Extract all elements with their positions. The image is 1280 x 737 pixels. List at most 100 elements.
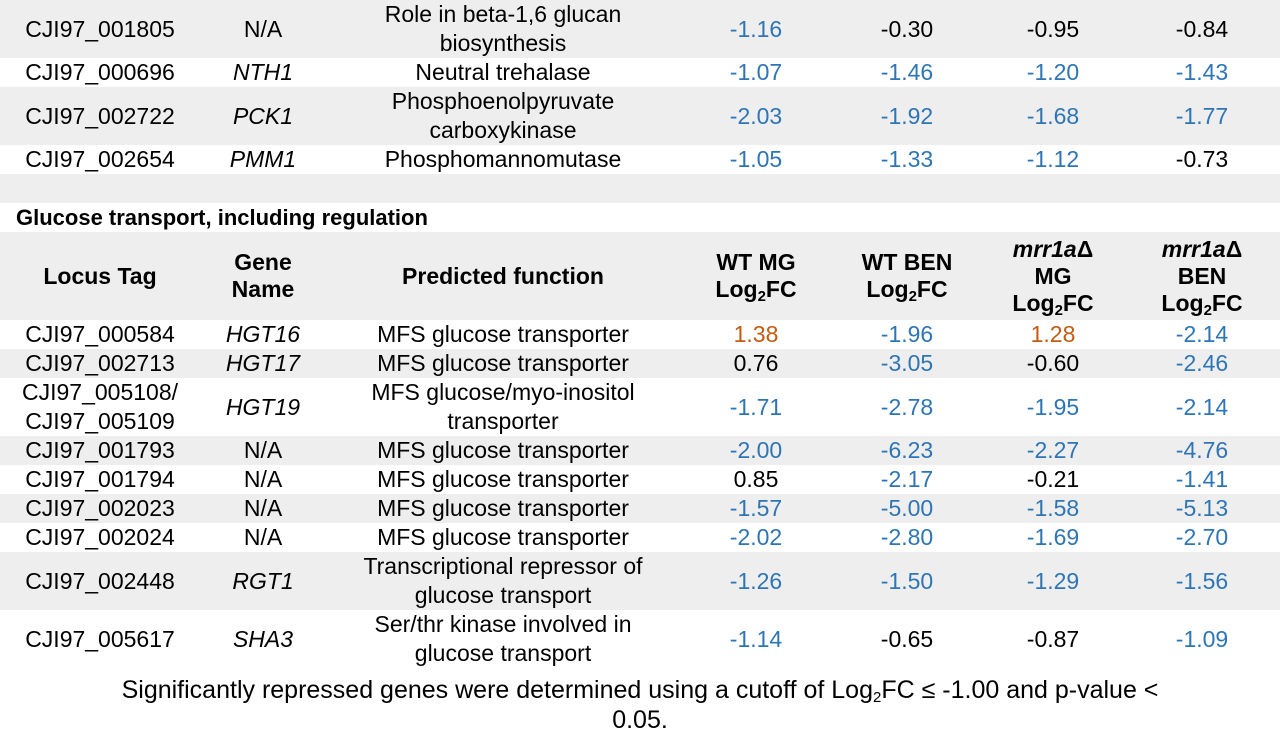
table-row: CJI97_000696 NTH1 Neutral trehalase -1.07 -1…	[0, 58, 1280, 87]
locus-tag-cell: CJI97_000584	[0, 320, 200, 349]
footnote-sub: 2	[872, 689, 882, 706]
table-row: CJI97_001794 N/A MFS glucose transporter 0.…	[0, 465, 1280, 494]
wt-ben-value: -2.78	[880, 393, 934, 420]
gene-name: SHA3	[232, 625, 294, 652]
gene-name: N/A	[243, 524, 283, 550]
header-wt-mg: WT MG Log2FC	[680, 232, 832, 320]
table-row: CJI97_000584 HGT16 MFS glucose transporter…	[0, 320, 1280, 349]
locus-tag: CJI97_001793	[25, 437, 175, 463]
mrr-mg-value: -0.21	[1026, 466, 1080, 492]
wt-ben-value: -0.30	[832, 0, 982, 58]
locus-tag-cell: CJI97_002448	[0, 552, 200, 610]
predicted-function-line2: biosynthesis	[439, 30, 567, 56]
wt-mg-value: -2.02	[729, 524, 783, 550]
table-row: CJI97_002448 RGT1 Transcriptional represso…	[0, 552, 1280, 610]
gene-name: HGT19	[225, 393, 301, 420]
predicted-function-cell: MFS glucose transporter	[326, 320, 680, 349]
gene-name: PMM1	[229, 146, 297, 172]
gene-name: N/A	[200, 0, 326, 58]
header-wtben-sub: 2	[908, 288, 917, 305]
header-wtmg-log: Log	[715, 276, 758, 302]
header-predicted-function: Predicted function	[326, 232, 680, 320]
mrr-mg-value: 1.28	[1030, 321, 1076, 347]
locus-tag-cell: CJI97_001805	[0, 0, 200, 58]
locus-tag: CJI97_001794	[25, 466, 175, 492]
predicted-function: Role in beta-1,6 glucan	[384, 1, 622, 27]
gene-name: PCK1	[200, 87, 326, 145]
header-wtben-l1: WT BEN	[861, 249, 953, 275]
spacer-cell	[0, 174, 1280, 203]
header-mrrben-cond: BEN	[1177, 262, 1227, 289]
locus-tag: CJI97_000584	[25, 321, 175, 347]
predicted-function: MFS glucose transporter	[377, 524, 629, 550]
predicted-function-cell: MFS glucose transporter	[326, 349, 680, 378]
predicted-function: Neutral trehalase	[415, 59, 591, 85]
gene-name: N/A	[200, 436, 326, 465]
locus-tag-cell: CJI97_002024	[0, 523, 200, 552]
table-row: CJI97_002024 N/A MFS glucose transporter -2…	[0, 523, 1280, 552]
predicted-function-cell: Phosphomannomutase	[326, 145, 680, 174]
mrr-ben-value: -1.09	[1175, 625, 1229, 652]
wt-ben-value: -0.65	[880, 625, 934, 652]
locus-tag: CJI97_000696	[25, 59, 175, 85]
mrr-mg-value: -1.29	[982, 552, 1124, 610]
mrr-ben-value: -1.41	[1175, 466, 1229, 492]
mrr-ben-value: -0.84	[1124, 0, 1280, 58]
gene-name: N/A	[200, 494, 326, 523]
locus-tag: CJI97_005108/	[21, 379, 178, 405]
wt-ben-value: -3.05	[832, 349, 982, 378]
locus-tag-cell: CJI97_001794	[0, 465, 200, 494]
predicted-function-cell: MFS glucose transporter	[326, 465, 680, 494]
locus-tag: CJI97_002448	[25, 567, 175, 594]
mrr-mg-value: -0.60	[982, 349, 1124, 378]
wt-ben-value: -1.92	[832, 87, 982, 145]
mrr-ben-value: -2.46	[1124, 349, 1280, 378]
footnote-part1: Significantly repressed genes were deter…	[121, 676, 873, 704]
wt-ben-value: -6.23	[832, 436, 982, 465]
wt-mg-value: -1.05	[729, 146, 783, 172]
gene-name: RGT1	[200, 552, 326, 610]
locus-tag-cell: CJI97_002023	[0, 494, 200, 523]
wt-ben-value: -2.80	[880, 524, 934, 550]
locus-tag-cell: CJI97_005617	[0, 610, 200, 668]
locus-tag-cell: CJI97_001793	[0, 436, 200, 465]
table-row: CJI97_002023 N/A MFS glucose transporter -1…	[0, 494, 1280, 523]
predicted-function: MFS glucose transporter	[377, 350, 629, 376]
locus-tag: CJI97_001805	[25, 15, 175, 42]
header-mrrben-log: Log	[1161, 289, 1204, 316]
locus-tag: CJI97_002023	[25, 495, 175, 521]
wt-mg-value: -1.07	[729, 59, 783, 85]
wt-ben-value: -1.33	[880, 146, 934, 172]
table-row: CJI97_001793 N/A MFS glucose transporter -2…	[0, 436, 1280, 465]
locus-tag: CJI97_005617	[25, 625, 175, 652]
mrr-ben-value: -1.43	[1175, 59, 1229, 85]
header-mrrmg-sub: 2	[1054, 301, 1063, 319]
wt-mg-value: 0.85	[733, 466, 779, 492]
predicted-function-cell: MFS glucose/myo-inositol transporter	[326, 378, 680, 436]
wt-mg-value: 0.76	[680, 349, 832, 378]
table-row: CJI97_002654 PMM1 Phosphomannomutase -1.05 -…	[0, 145, 1280, 174]
header-wtben-log: Log	[866, 276, 909, 302]
table-row: CJI97_005617 SHA3 Ser/thr kinase involved …	[0, 610, 1280, 668]
mrr-ben-value: -2.14	[1175, 321, 1229, 347]
mrr-mg-value: -1.12	[1026, 146, 1080, 172]
predicted-function: Transcriptional repressor of	[363, 553, 643, 579]
wt-mg-value: -1.14	[729, 625, 783, 652]
header-mrrmg-log: Log	[1012, 289, 1055, 316]
predicted-function-line2: transporter	[447, 408, 559, 434]
predicted-function: MFS glucose/myo-inositol	[371, 379, 635, 405]
locus-tag-cell: CJI97_002722	[0, 87, 200, 145]
header-wtmg-sub: 2	[757, 288, 766, 305]
predicted-function-cell: Neutral trehalase	[326, 58, 680, 87]
section-break: Glucose transport, including regulation …	[0, 174, 1280, 320]
mrr-mg-value: -1.68	[982, 87, 1124, 145]
header-mrrben-strain: mrr1a	[1161, 235, 1226, 262]
locus-tag: CJI97_002654	[25, 146, 175, 172]
section-row: Glucose transport, including regulation	[0, 203, 1280, 232]
mrr-ben-value: -2.14	[1175, 393, 1229, 420]
predicted-function: MFS glucose transporter	[377, 466, 629, 492]
wt-ben-value: -1.46	[880, 59, 934, 85]
gene-expression-table: CJI97_001805 N/A Role in beta-1,6 glucan bi…	[0, 0, 1280, 668]
predicted-function: MFS glucose transporter	[377, 437, 629, 463]
gene-name: HGT17	[200, 349, 326, 378]
